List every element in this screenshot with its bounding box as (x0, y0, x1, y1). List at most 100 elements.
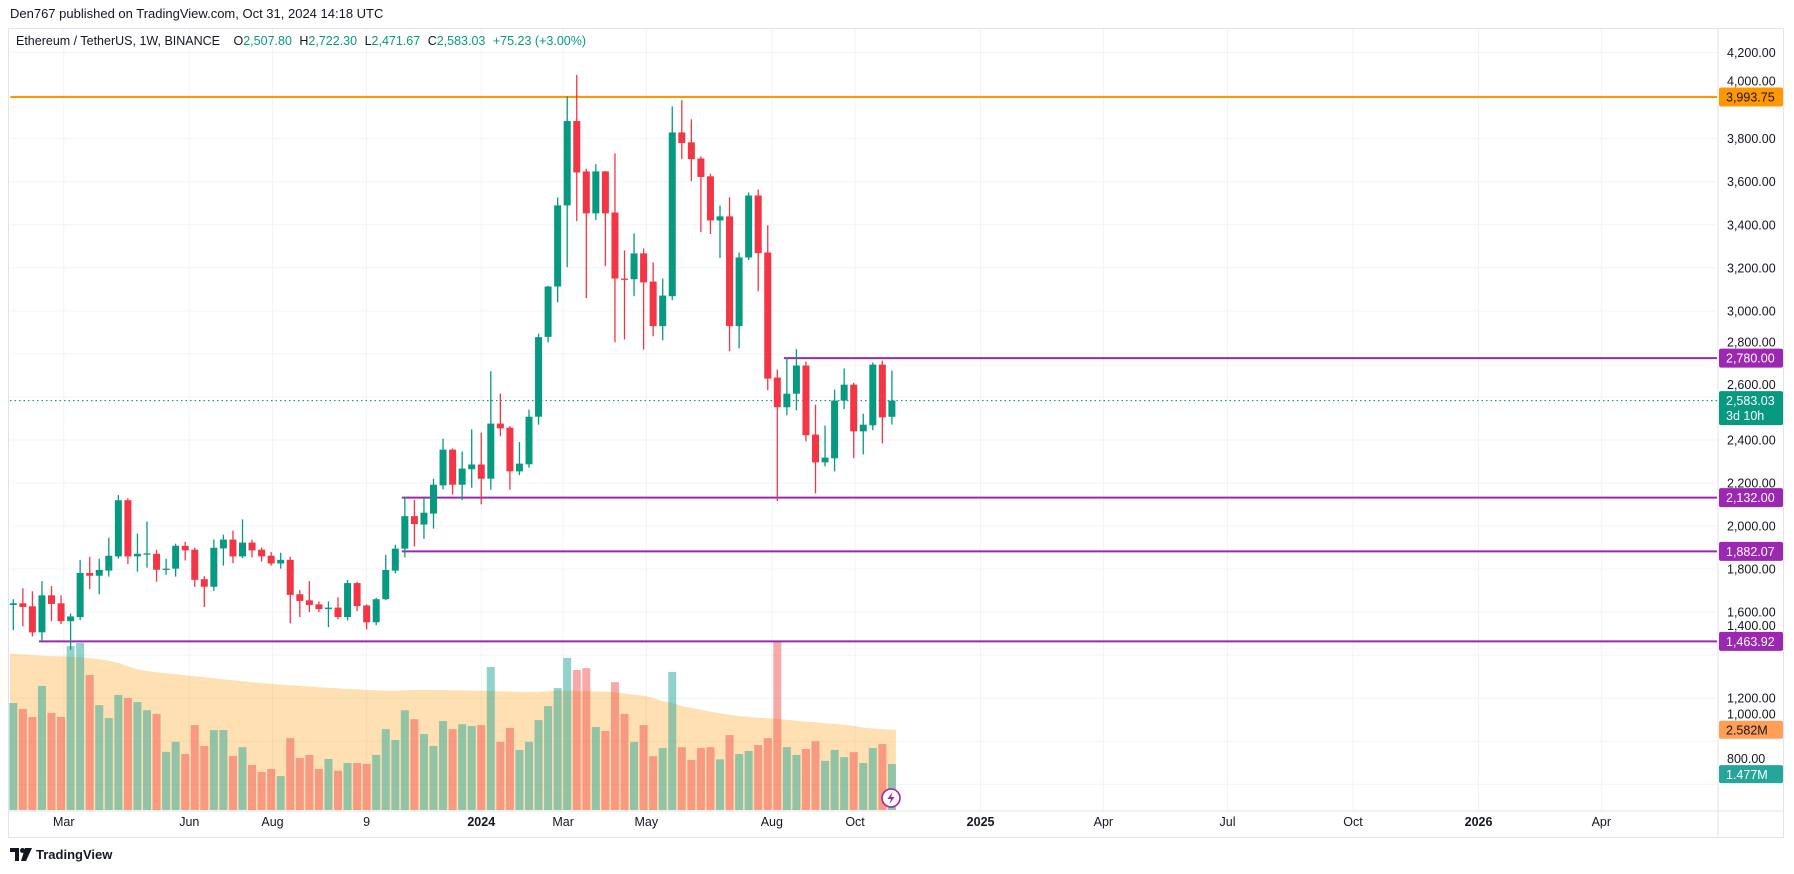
candle[interactable] (200, 576, 208, 607)
candle[interactable] (544, 285, 552, 343)
candle[interactable] (210, 539, 218, 591)
candle[interactable] (592, 164, 600, 221)
candle[interactable] (76, 559, 84, 621)
candle[interactable] (133, 533, 141, 572)
candle[interactable] (305, 581, 313, 613)
candle[interactable] (525, 409, 533, 468)
candle[interactable] (449, 448, 457, 495)
candle[interactable] (496, 393, 504, 437)
candle[interactable] (296, 590, 304, 618)
candle[interactable] (687, 119, 695, 182)
candle[interactable] (821, 425, 829, 467)
candle[interactable] (659, 278, 667, 341)
candle[interactable] (95, 558, 103, 595)
candle[interactable] (382, 554, 390, 601)
candle[interactable] (277, 552, 285, 569)
candle[interactable] (630, 233, 638, 297)
candle[interactable] (28, 591, 36, 637)
candle[interactable] (640, 248, 648, 350)
candle[interactable] (315, 601, 323, 613)
candle[interactable] (812, 404, 819, 494)
candle[interactable] (573, 74, 581, 222)
candle[interactable] (764, 225, 772, 391)
candle[interactable] (114, 495, 122, 559)
candle[interactable] (430, 478, 437, 529)
candle[interactable] (286, 556, 294, 624)
candle[interactable] (324, 601, 332, 628)
candle[interactable] (888, 370, 896, 425)
candle[interactable] (353, 581, 361, 612)
candle[interactable] (831, 389, 839, 472)
candle[interactable] (477, 432, 485, 505)
lightning-icon[interactable] (881, 788, 901, 808)
candle[interactable] (563, 96, 571, 268)
candle[interactable] (535, 333, 543, 425)
candle[interactable] (420, 498, 428, 539)
candle[interactable] (840, 368, 848, 410)
candle[interactable] (726, 197, 734, 352)
candle[interactable] (601, 170, 609, 267)
candle[interactable] (401, 496, 409, 558)
candle[interactable] (716, 205, 724, 259)
candle[interactable] (754, 189, 762, 292)
candle[interactable] (267, 552, 275, 566)
candle[interactable] (792, 349, 800, 411)
candle[interactable] (869, 362, 877, 431)
candle[interactable] (344, 580, 352, 621)
candle[interactable] (515, 442, 523, 476)
candle[interactable] (649, 262, 657, 337)
candle[interactable] (783, 357, 791, 416)
candle[interactable] (802, 361, 810, 442)
candle[interactable] (258, 547, 266, 562)
candle[interactable] (143, 521, 151, 568)
candle[interactable] (162, 558, 170, 575)
candle[interactable] (582, 168, 590, 299)
candle[interactable] (9, 599, 17, 631)
candle[interactable] (391, 544, 399, 574)
volume-bar (152, 713, 161, 810)
candle[interactable] (229, 530, 237, 564)
candle[interactable] (153, 549, 161, 582)
candle[interactable] (363, 604, 371, 630)
candle[interactable] (773, 369, 781, 502)
candle[interactable] (745, 192, 753, 261)
candle[interactable] (191, 547, 199, 587)
level-price-label: 1,463.92 (1719, 631, 1783, 651)
candle[interactable] (334, 597, 342, 620)
candle[interactable] (248, 539, 256, 558)
candle[interactable] (554, 197, 562, 303)
candle[interactable] (439, 438, 447, 490)
candle[interactable] (181, 541, 189, 561)
candle[interactable] (57, 595, 65, 624)
candle[interactable] (239, 519, 246, 559)
candle[interactable] (124, 498, 132, 564)
candle[interactable] (706, 173, 714, 235)
candle[interactable] (735, 252, 743, 349)
candle[interactable] (487, 371, 495, 490)
candle[interactable] (172, 543, 180, 577)
symbol-name[interactable]: Ethereum / TetherUS, 1W, BINANCE (16, 34, 221, 48)
candle[interactable] (458, 451, 466, 501)
candle[interactable] (678, 100, 686, 160)
candle[interactable] (67, 613, 75, 650)
candle[interactable] (19, 588, 27, 627)
candle[interactable] (372, 597, 380, 626)
candle[interactable] (850, 382, 858, 459)
candle[interactable] (410, 500, 418, 547)
candle[interactable] (668, 106, 676, 301)
volume-bar (525, 741, 533, 810)
tradingview-logo[interactable]: TradingView (10, 847, 112, 862)
candle[interactable] (878, 360, 886, 444)
candle[interactable] (468, 429, 476, 488)
candle[interactable] (621, 250, 628, 340)
candle[interactable] (697, 156, 705, 233)
candle[interactable] (219, 534, 227, 566)
candle[interactable] (506, 425, 514, 490)
candle[interactable] (38, 581, 46, 643)
candle[interactable] (48, 586, 55, 622)
candle[interactable] (611, 153, 619, 343)
candle[interactable] (86, 556, 94, 590)
candle[interactable] (859, 413, 867, 455)
candle[interactable] (105, 537, 113, 577)
